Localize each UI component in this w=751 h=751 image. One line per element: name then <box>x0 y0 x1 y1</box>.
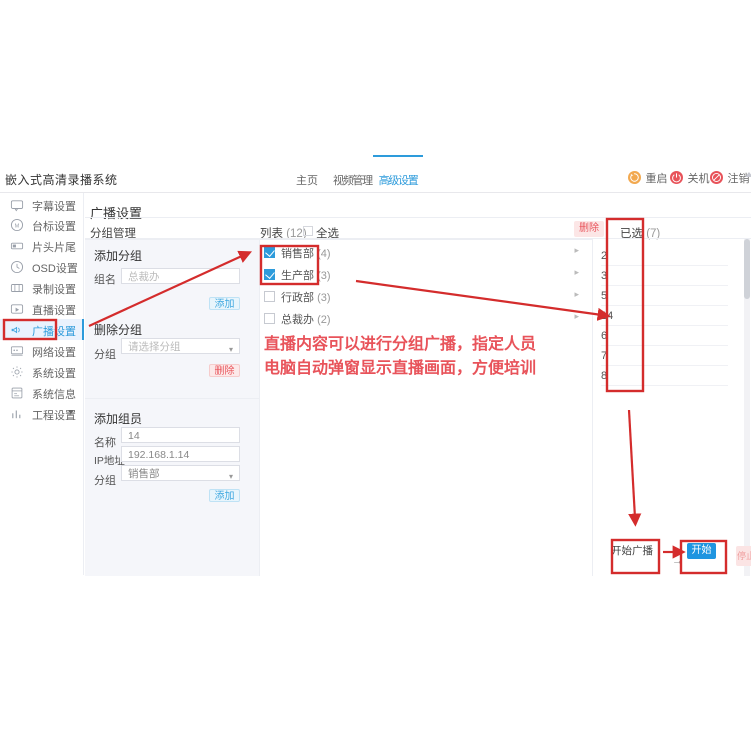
svg-text:M: M <box>15 223 20 229</box>
